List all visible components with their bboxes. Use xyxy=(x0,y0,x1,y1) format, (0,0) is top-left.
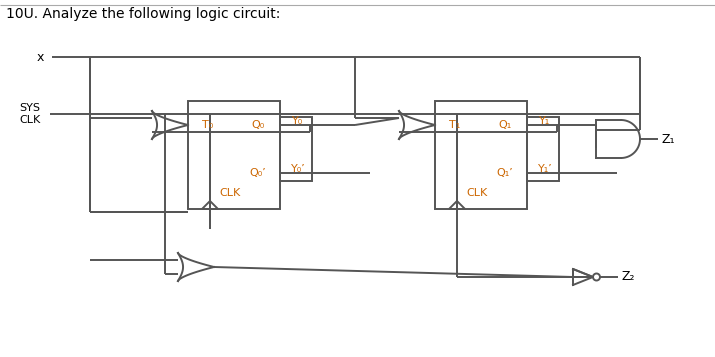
Bar xyxy=(435,101,527,209)
Text: CLK: CLK xyxy=(220,188,241,198)
Text: Y₀’: Y₀’ xyxy=(290,164,305,174)
Text: T₀: T₀ xyxy=(202,120,214,130)
Text: Q₁: Q₁ xyxy=(498,120,512,130)
Text: Q₁’: Q₁’ xyxy=(497,168,513,178)
Bar xyxy=(188,101,280,209)
Bar xyxy=(280,117,312,181)
Text: x: x xyxy=(36,50,44,64)
Bar xyxy=(527,117,559,181)
Text: Q₀’: Q₀’ xyxy=(250,168,267,178)
Text: CLK: CLK xyxy=(466,188,488,198)
Text: Y₁: Y₁ xyxy=(539,116,551,126)
Text: Y₁’: Y₁’ xyxy=(538,164,553,174)
Text: Q₀: Q₀ xyxy=(252,120,265,130)
Text: Z₂: Z₂ xyxy=(621,271,635,283)
Text: 10U. Analyze the following logic circuit:: 10U. Analyze the following logic circuit… xyxy=(6,7,280,21)
Text: T₁: T₁ xyxy=(449,120,460,130)
Text: SYS
CLK: SYS CLK xyxy=(19,103,41,125)
Text: Z₁: Z₁ xyxy=(661,132,675,146)
Text: Y₀: Y₀ xyxy=(292,116,304,126)
